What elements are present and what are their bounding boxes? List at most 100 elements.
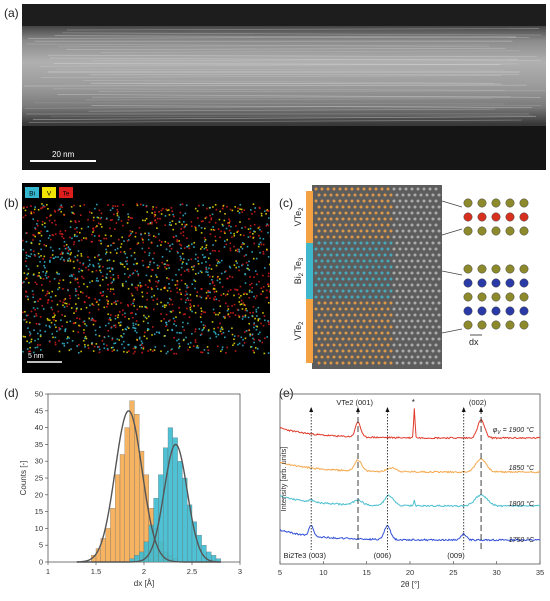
haadf-column <box>327 308 330 311</box>
edx-dot <box>60 253 62 255</box>
edx-dot <box>186 293 188 295</box>
histogram-bar <box>125 428 130 562</box>
edx-dot <box>81 270 83 272</box>
haadf-column <box>345 284 348 287</box>
haadf-column <box>423 248 426 251</box>
edx-dot <box>121 243 123 245</box>
haadf-column <box>432 362 435 365</box>
haadf-column <box>372 194 375 197</box>
edx-dot <box>23 217 25 219</box>
haadf-column <box>411 320 414 323</box>
haadf-column <box>420 326 423 329</box>
edx-dot <box>156 227 158 229</box>
haadf-column <box>417 332 420 335</box>
edx-dot <box>148 329 150 331</box>
edx-dot <box>160 289 162 291</box>
edx-dot <box>86 238 88 240</box>
edx-dot <box>112 347 114 349</box>
edx-dot <box>169 304 171 306</box>
model-atom <box>478 293 486 301</box>
edx-dot <box>198 225 200 227</box>
edx-dot <box>201 288 203 290</box>
edx-dot <box>24 336 26 338</box>
haadf-column <box>375 236 378 239</box>
haadf-column <box>405 260 408 263</box>
edx-dot <box>256 273 258 275</box>
edx-dot <box>138 285 140 287</box>
edx-dot <box>200 248 202 250</box>
edx-dot <box>151 242 153 244</box>
edx-dot <box>110 291 112 293</box>
edx-dot <box>170 299 172 301</box>
y-tick-label: 0 <box>39 558 43 567</box>
edx-dot <box>178 343 180 345</box>
edx-dot <box>170 224 172 226</box>
edx-dot <box>211 229 213 231</box>
haadf-column <box>366 278 369 281</box>
edx-dot <box>106 345 108 347</box>
edx-dot <box>227 293 229 295</box>
haadf-column <box>414 290 417 293</box>
edx-dot <box>25 210 27 212</box>
haadf-column <box>372 218 375 221</box>
edx-dot <box>59 208 61 210</box>
haadf-column <box>360 266 363 269</box>
edx-dot <box>222 208 224 210</box>
edx-dot <box>191 221 193 223</box>
edx-dot <box>149 234 151 236</box>
edx-dot <box>109 259 111 261</box>
haadf-column <box>372 266 375 269</box>
haadf-column <box>396 230 399 233</box>
haadf-column <box>390 350 393 353</box>
edx-dot <box>69 298 71 300</box>
haadf-column <box>405 332 408 335</box>
edx-dot <box>268 302 270 304</box>
haadf-column <box>348 230 351 233</box>
model-atom <box>506 213 514 221</box>
edx-dot <box>63 299 65 301</box>
edx-dot <box>175 316 177 318</box>
haadf-column <box>405 308 408 311</box>
haadf-column <box>396 278 399 281</box>
edx-dot <box>88 318 90 320</box>
edx-dot <box>195 208 197 210</box>
edx-dot <box>130 217 132 219</box>
edx-dot <box>151 223 153 225</box>
edx-dot <box>153 252 155 254</box>
edx-dot <box>167 302 169 304</box>
edx-dot <box>167 290 169 292</box>
edx-dot <box>110 288 112 290</box>
haadf-column <box>327 332 330 335</box>
edx-dot <box>25 252 27 254</box>
edx-dot <box>142 220 144 222</box>
haadf-column <box>333 248 336 251</box>
edx-dot <box>209 221 211 223</box>
haadf-column <box>342 242 345 245</box>
model-atom <box>464 279 472 287</box>
edx-dot <box>115 315 117 317</box>
edx-dot <box>75 303 77 305</box>
edx-dot <box>173 353 175 355</box>
model-atom <box>492 199 500 207</box>
edx-dot <box>92 271 94 273</box>
edx-dot <box>201 297 203 299</box>
edx-dot <box>72 340 74 342</box>
edx-dot <box>112 337 114 339</box>
haadf-column <box>336 194 339 197</box>
edx-dot <box>219 305 221 307</box>
edx-dot <box>179 346 181 348</box>
edx-dot <box>160 350 162 352</box>
edx-dot <box>73 330 75 332</box>
edx-dot <box>107 204 109 206</box>
edx-dot <box>39 243 41 245</box>
haadf-column <box>369 224 372 227</box>
edx-dot <box>101 213 103 215</box>
edx-dot <box>22 240 24 242</box>
edx-dot <box>135 236 137 238</box>
edx-dot <box>117 215 119 217</box>
edx-dot <box>22 311 24 313</box>
haadf-column <box>408 242 411 245</box>
edx-dot <box>143 315 145 317</box>
haadf-column <box>414 206 417 209</box>
haadf-column <box>420 242 423 245</box>
